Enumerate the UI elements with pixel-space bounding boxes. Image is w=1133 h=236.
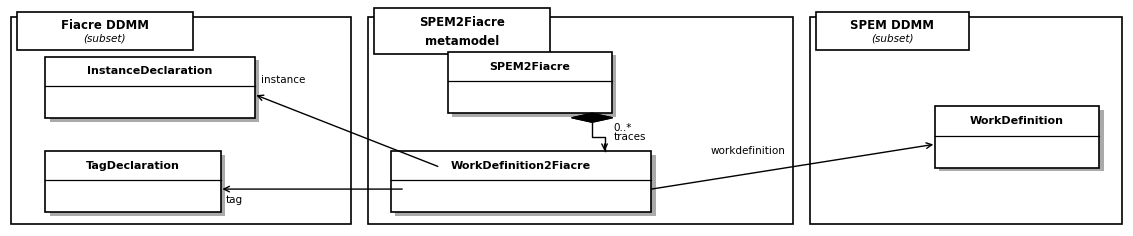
Bar: [816, 12, 969, 50]
Text: TagDeclaration: TagDeclaration: [86, 161, 180, 171]
Text: SPEM2Fiacre: SPEM2Fiacre: [489, 62, 570, 72]
Bar: [50, 60, 259, 122]
Polygon shape: [572, 113, 613, 122]
Bar: [45, 151, 221, 212]
Bar: [374, 8, 550, 54]
Text: 0..*: 0..*: [614, 123, 632, 133]
Bar: [939, 110, 1104, 171]
Text: SPEM DDMM: SPEM DDMM: [850, 18, 935, 32]
Bar: [45, 57, 255, 118]
Bar: [448, 52, 612, 113]
Bar: [810, 17, 1122, 224]
Text: Fiacre DDMM: Fiacre DDMM: [61, 18, 148, 32]
Bar: [395, 155, 656, 216]
Text: InstanceDeclaration: InstanceDeclaration: [87, 66, 213, 76]
Text: tag: tag: [225, 195, 242, 205]
Text: SPEM2Fiacre: SPEM2Fiacre: [419, 17, 504, 30]
Text: (subset): (subset): [871, 34, 913, 44]
Text: workdefinition: workdefinition: [710, 146, 785, 156]
Text: WorkDefinition2Fiacre: WorkDefinition2Fiacre: [451, 161, 591, 171]
Bar: [935, 106, 1099, 168]
Bar: [17, 12, 193, 50]
Bar: [50, 155, 225, 216]
Text: instance: instance: [261, 75, 305, 85]
Text: metamodel: metamodel: [425, 35, 499, 48]
Text: WorkDefinition: WorkDefinition: [970, 116, 1064, 126]
Bar: [452, 55, 616, 117]
Text: (subset): (subset): [84, 34, 126, 44]
Bar: [11, 17, 351, 224]
Text: traces: traces: [614, 132, 646, 142]
Bar: [368, 17, 793, 224]
Bar: [391, 151, 651, 212]
